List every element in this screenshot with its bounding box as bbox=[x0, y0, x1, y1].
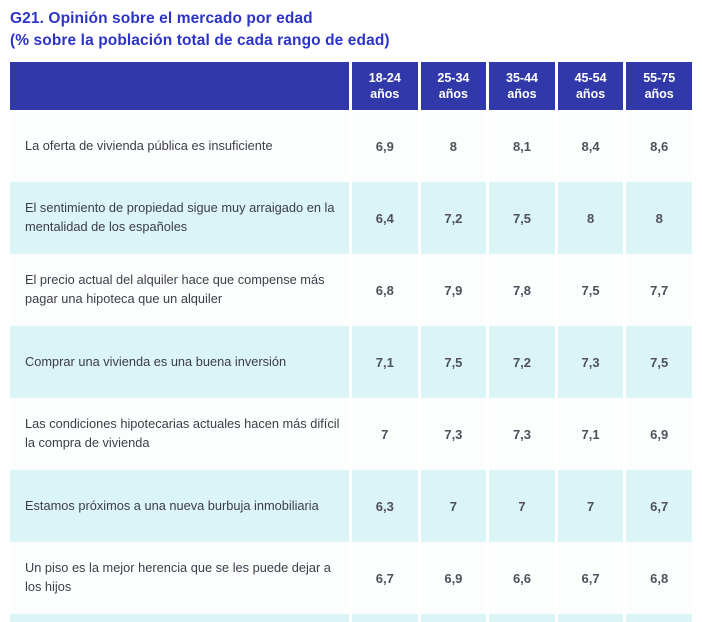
value-cell: 7,5 bbox=[626, 326, 692, 398]
row-label: El sentimiento de propiedad sigue muy ar… bbox=[10, 182, 349, 254]
value-cell: 7,9 bbox=[420, 254, 487, 326]
value-cell: 7,5 bbox=[489, 182, 555, 254]
value-cell: 8 bbox=[557, 182, 624, 254]
table-row: El precio actual del alquiler hace que c… bbox=[10, 254, 692, 326]
header-empty-cell bbox=[10, 62, 349, 110]
value-cell: 7,1 bbox=[352, 326, 418, 398]
value-cell: 7,3 bbox=[489, 398, 555, 470]
value-cell: 7,5 bbox=[420, 326, 487, 398]
value-cell: 6,8 bbox=[352, 254, 418, 326]
column-header-18-24-anos: 18-24 años bbox=[352, 62, 418, 110]
table-row: Estamos próximos a una nueva burbuja inm… bbox=[10, 470, 692, 542]
value-cell: 7,3 bbox=[557, 326, 624, 398]
row-label: La oferta de vivienda pública es insufic… bbox=[10, 110, 349, 182]
value-cell: 7,2 bbox=[489, 326, 555, 398]
value-cell: 8 bbox=[420, 110, 487, 182]
table-row: El sentimiento de propiedad sigue muy ar… bbox=[10, 182, 692, 254]
row-label: Estamos próximos a una nueva burbuja inm… bbox=[10, 470, 349, 542]
table-row: Vivir de alquiler es tirar el dinero5,86… bbox=[10, 614, 692, 622]
table-body: La oferta de vivienda pública es insufic… bbox=[10, 110, 692, 622]
table-row: Un piso es la mejor herencia que se les … bbox=[10, 542, 692, 614]
value-cell: 6,5 bbox=[626, 614, 692, 622]
value-cell: 7,3 bbox=[420, 398, 487, 470]
value-cell: 8 bbox=[626, 182, 692, 254]
row-label: Comprar una vivienda es una buena invers… bbox=[10, 326, 349, 398]
value-cell: 7 bbox=[352, 398, 418, 470]
value-cell: 6,9 bbox=[626, 398, 692, 470]
row-label: Un piso es la mejor herencia que se les … bbox=[10, 542, 349, 614]
value-cell: 6,8 bbox=[626, 542, 692, 614]
column-header-25-34-anos: 25-34 años bbox=[420, 62, 487, 110]
value-cell: 7 bbox=[420, 470, 487, 542]
value-cell: 7,7 bbox=[626, 254, 692, 326]
value-cell: 6,6 bbox=[489, 614, 555, 622]
table-header-row: 18-24 años 25-34 años 35-44 años 45-54 a… bbox=[10, 62, 692, 110]
column-header-35-44-anos: 35-44 años bbox=[489, 62, 555, 110]
table-row: Comprar una vivienda es una buena invers… bbox=[10, 326, 692, 398]
table-row: Las condiciones hipotecarias actuales ha… bbox=[10, 398, 692, 470]
value-cell: 7 bbox=[557, 470, 624, 542]
value-cell: 7,2 bbox=[420, 182, 487, 254]
value-cell: 6,9 bbox=[420, 542, 487, 614]
chart-title: G21. Opinión sobre el mercado por edad (… bbox=[10, 8, 702, 51]
value-cell: 6,9 bbox=[352, 110, 418, 182]
value-cell: 6,9 bbox=[420, 614, 487, 622]
table-row: La oferta de vivienda pública es insufic… bbox=[10, 110, 692, 182]
chart-title-line1: G21. Opinión sobre el mercado por edad bbox=[10, 10, 313, 27]
value-cell: 8,6 bbox=[626, 110, 692, 182]
chart-title-line2: (% sobre la población total de cada rang… bbox=[10, 31, 390, 49]
value-cell: 7,8 bbox=[489, 254, 555, 326]
value-cell: 6,7 bbox=[557, 542, 624, 614]
value-cell: 6,5 bbox=[557, 614, 624, 622]
value-cell: 8,1 bbox=[489, 110, 555, 182]
row-label: Vivir de alquiler es tirar el dinero bbox=[10, 614, 349, 622]
value-cell: 7,1 bbox=[557, 398, 624, 470]
value-cell: 5,8 bbox=[352, 614, 418, 622]
value-cell: 8,4 bbox=[557, 110, 624, 182]
row-label: El precio actual del alquiler hace que c… bbox=[10, 254, 349, 326]
column-header-45-54-anos: 45-54 años bbox=[557, 62, 624, 110]
value-cell: 7 bbox=[489, 470, 555, 542]
value-cell: 6,7 bbox=[352, 542, 418, 614]
opinion-by-age-table: 18-24 años 25-34 años 35-44 años 45-54 a… bbox=[10, 62, 692, 622]
value-cell: 6,7 bbox=[626, 470, 692, 542]
value-cell: 7,5 bbox=[557, 254, 624, 326]
value-cell: 6,6 bbox=[489, 542, 555, 614]
column-header-55-75-anos: 55-75 años bbox=[626, 62, 692, 110]
value-cell: 6,3 bbox=[352, 470, 418, 542]
value-cell: 6,4 bbox=[352, 182, 418, 254]
row-label: Las condiciones hipotecarias actuales ha… bbox=[10, 398, 349, 470]
